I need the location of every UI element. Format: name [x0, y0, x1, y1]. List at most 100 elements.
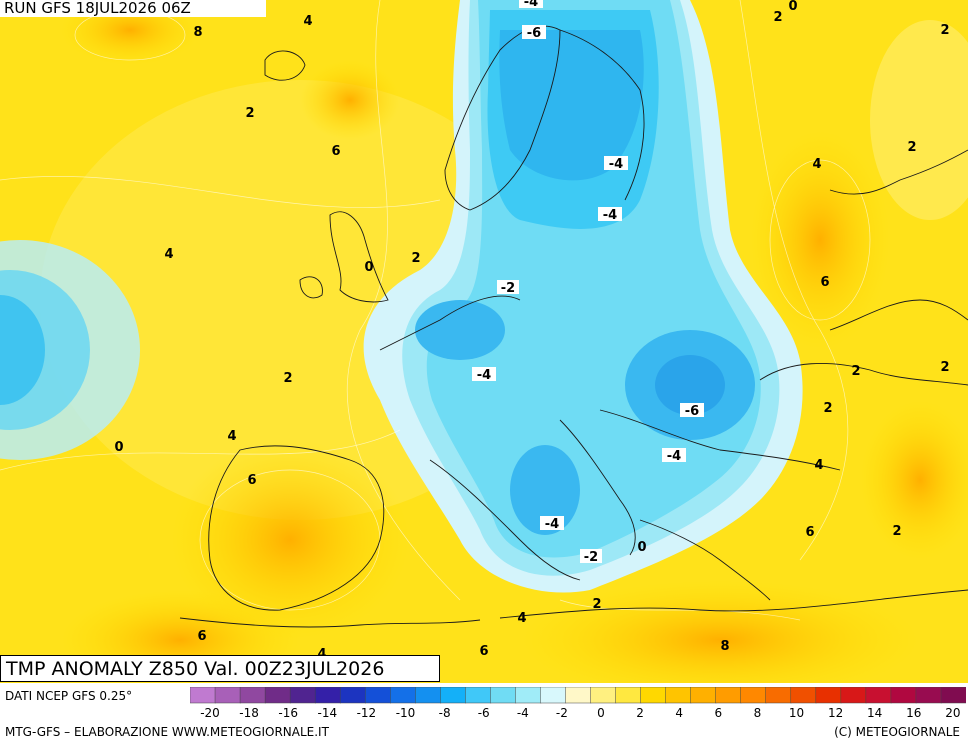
contour-label: 2	[940, 23, 949, 38]
contour-label: 0	[637, 540, 646, 555]
svg-text:-4: -4	[477, 368, 491, 383]
contour-label: -4	[604, 156, 628, 172]
svg-text:-6: -6	[527, 26, 541, 41]
colorbar-swatch	[840, 687, 867, 704]
colorbar-tick: 2	[636, 706, 644, 720]
colorbar-swatch	[940, 687, 966, 704]
colorbar-swatch	[815, 687, 842, 704]
contour-label: 8	[193, 25, 202, 40]
colorbar-swatch	[239, 687, 266, 704]
data-source: DATI NCEP GFS 0.25°	[5, 689, 133, 703]
colorbar-swatch	[289, 687, 316, 704]
colorbar-swatch	[440, 687, 467, 704]
colorbar-swatch	[339, 687, 366, 704]
anomaly-map: -4 -6 -4 -4 -2 -4 -6 -4 -4 -2 0 0 0 2 2 …	[0, 0, 968, 683]
colorbar-swatch	[465, 687, 492, 704]
footer: DATI NCEP GFS 0.25° -20 -18 -16 -14 -12 -10 -8…	[0, 683, 968, 745]
contour-label: 6	[820, 275, 829, 290]
run-label: RUN GFS 18JUL2026 06Z	[0, 0, 266, 17]
contour-label: 2	[773, 10, 782, 25]
colorbar-swatch	[915, 687, 942, 704]
contour-label: 2	[940, 360, 949, 375]
contour-label: 4	[164, 247, 173, 262]
colorbar: -20 -18 -16 -14 -12 -10 -8 -6 -4 -2 0 2 4 6 8 10 12 14 16 2…	[190, 687, 966, 720]
colorbar-tick: -16	[278, 706, 298, 720]
svg-text:-4: -4	[667, 449, 681, 464]
contour-label: 0	[364, 260, 373, 275]
contour-label: -2	[497, 280, 519, 296]
colorbar-tick: 12	[828, 706, 843, 720]
colorbar-tick: -8	[439, 706, 451, 720]
colorbar-tick: -6	[478, 706, 490, 720]
colorbar-swatch	[214, 687, 241, 704]
contour-label: 2	[851, 364, 860, 379]
svg-text:-4: -4	[603, 208, 617, 223]
contour-label: 6	[331, 144, 340, 159]
contour-label: -6	[522, 25, 546, 41]
colorbar-swatch	[314, 687, 341, 704]
colorbar-tick: -2	[556, 706, 568, 720]
contour-label: 4	[227, 429, 236, 444]
colorbar-tick: 0	[597, 706, 605, 720]
contour-label: 6	[479, 644, 488, 659]
colorbar-swatch	[515, 687, 542, 704]
colorbar-swatch	[665, 687, 692, 704]
colorbar-swatch	[590, 687, 617, 704]
colorbar-tick: -18	[239, 706, 259, 720]
colorbar-swatch	[415, 687, 442, 704]
colorbar-tick: -14	[317, 706, 337, 720]
colorbar-swatch	[715, 687, 742, 704]
contour-label: 4	[303, 14, 312, 29]
colorbar-swatch	[690, 687, 717, 704]
colorbar-swatch	[615, 687, 642, 704]
contour-label: 2	[907, 140, 916, 155]
contour-label: 4	[317, 647, 326, 662]
svg-text:-2: -2	[584, 550, 598, 565]
colorbar-swatch	[565, 687, 592, 704]
colorbar-swatch	[390, 687, 417, 704]
colorbar-tick: -10	[396, 706, 416, 720]
contour-label: -4	[472, 367, 496, 383]
colorbar-swatch	[740, 687, 767, 704]
contour-label: 6	[805, 525, 814, 540]
credit-left: MTG-GFS – ELABORAZIONE WWW.METEOGIORNALE…	[5, 725, 329, 739]
contour-label: 6	[197, 629, 206, 644]
colorbar-swatch	[490, 687, 517, 704]
colorbar-swatch	[790, 687, 817, 704]
colorbar-tick: 16	[906, 706, 921, 720]
credit-right: (C) METEOGIORNALE	[834, 725, 960, 739]
contour-label: 2	[823, 401, 832, 416]
colorbar-swatch	[190, 687, 216, 704]
colorbar-swatch	[264, 687, 291, 704]
contour-label: -2	[580, 549, 602, 565]
svg-text:-4: -4	[609, 157, 623, 172]
svg-text:-2: -2	[501, 281, 515, 296]
colorbar-tick: -20	[200, 706, 220, 720]
contour-label: -4	[519, 0, 543, 10]
colorbar-swatch	[540, 687, 567, 704]
colorbar-tick: -4	[517, 706, 529, 720]
svg-text:-4: -4	[545, 517, 559, 532]
colorbar-tick: 20	[945, 706, 960, 720]
colorbar-swatch	[865, 687, 892, 704]
contour-label: -4	[540, 516, 564, 532]
contour-label: -4	[662, 448, 686, 464]
contour-label: -6	[680, 403, 704, 419]
contour-label: 4	[812, 157, 821, 172]
colorbar-tick: 14	[867, 706, 882, 720]
colorbar-swatch	[765, 687, 792, 704]
contour-label: 0	[788, 0, 797, 14]
contour-label: 6	[247, 473, 256, 488]
contour-label: 2	[592, 597, 601, 612]
map-title: TMP ANOMALY Z850 Val. 00Z23JUL2026	[0, 655, 440, 682]
contour-label: 2	[245, 106, 254, 121]
colorbar-tick: 8	[754, 706, 762, 720]
colorbar-tick: 10	[789, 706, 804, 720]
colorbar-tick: -12	[357, 706, 377, 720]
colorbar-swatch	[640, 687, 667, 704]
contour-label: 2	[892, 524, 901, 539]
contour-label: 4	[814, 458, 823, 473]
contour-label: 0	[114, 440, 123, 455]
contour-label: 4	[517, 611, 526, 626]
colorbar-tick: 6	[714, 706, 722, 720]
